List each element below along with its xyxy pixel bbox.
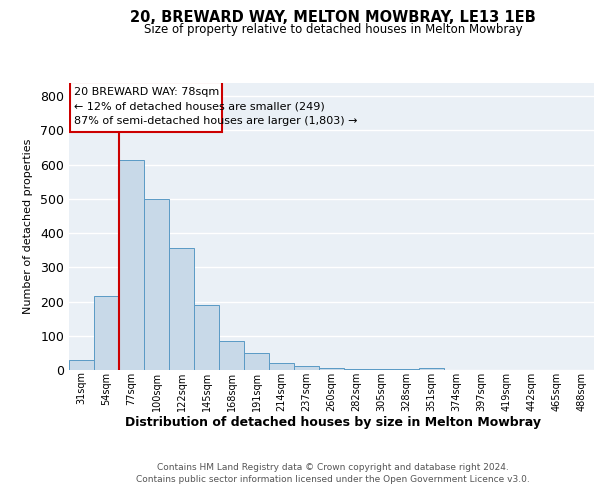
Text: 20, BREWARD WAY, MELTON MOWBRAY, LE13 1EB: 20, BREWARD WAY, MELTON MOWBRAY, LE13 1E… bbox=[130, 10, 536, 25]
Text: 20 BREWARD WAY: 78sqm: 20 BREWARD WAY: 78sqm bbox=[74, 86, 219, 97]
Text: Size of property relative to detached houses in Melton Mowbray: Size of property relative to detached ho… bbox=[143, 24, 523, 36]
Bar bbox=[70, 82, 221, 132]
Bar bbox=[269, 363, 294, 370]
Bar bbox=[394, 368, 419, 370]
Bar bbox=[69, 360, 94, 370]
Bar bbox=[319, 368, 344, 370]
Bar bbox=[94, 296, 119, 370]
Bar bbox=[369, 368, 394, 370]
Bar bbox=[169, 248, 194, 370]
Bar bbox=[219, 341, 244, 370]
Bar bbox=[144, 199, 169, 370]
Text: ← 12% of detached houses are smaller (249): ← 12% of detached houses are smaller (24… bbox=[74, 102, 325, 112]
Y-axis label: Number of detached properties: Number of detached properties bbox=[23, 138, 33, 314]
Text: Contains public sector information licensed under the Open Government Licence v3: Contains public sector information licen… bbox=[136, 476, 530, 484]
Bar bbox=[344, 368, 369, 370]
Text: 87% of semi-detached houses are larger (1,803) →: 87% of semi-detached houses are larger (… bbox=[74, 116, 358, 126]
Text: Contains HM Land Registry data © Crown copyright and database right 2024.: Contains HM Land Registry data © Crown c… bbox=[157, 463, 509, 472]
Text: Distribution of detached houses by size in Melton Mowbray: Distribution of detached houses by size … bbox=[125, 416, 541, 429]
Bar bbox=[194, 305, 219, 370]
Bar bbox=[419, 368, 444, 370]
Bar bbox=[294, 366, 319, 370]
Bar bbox=[244, 353, 269, 370]
Bar bbox=[119, 160, 144, 370]
